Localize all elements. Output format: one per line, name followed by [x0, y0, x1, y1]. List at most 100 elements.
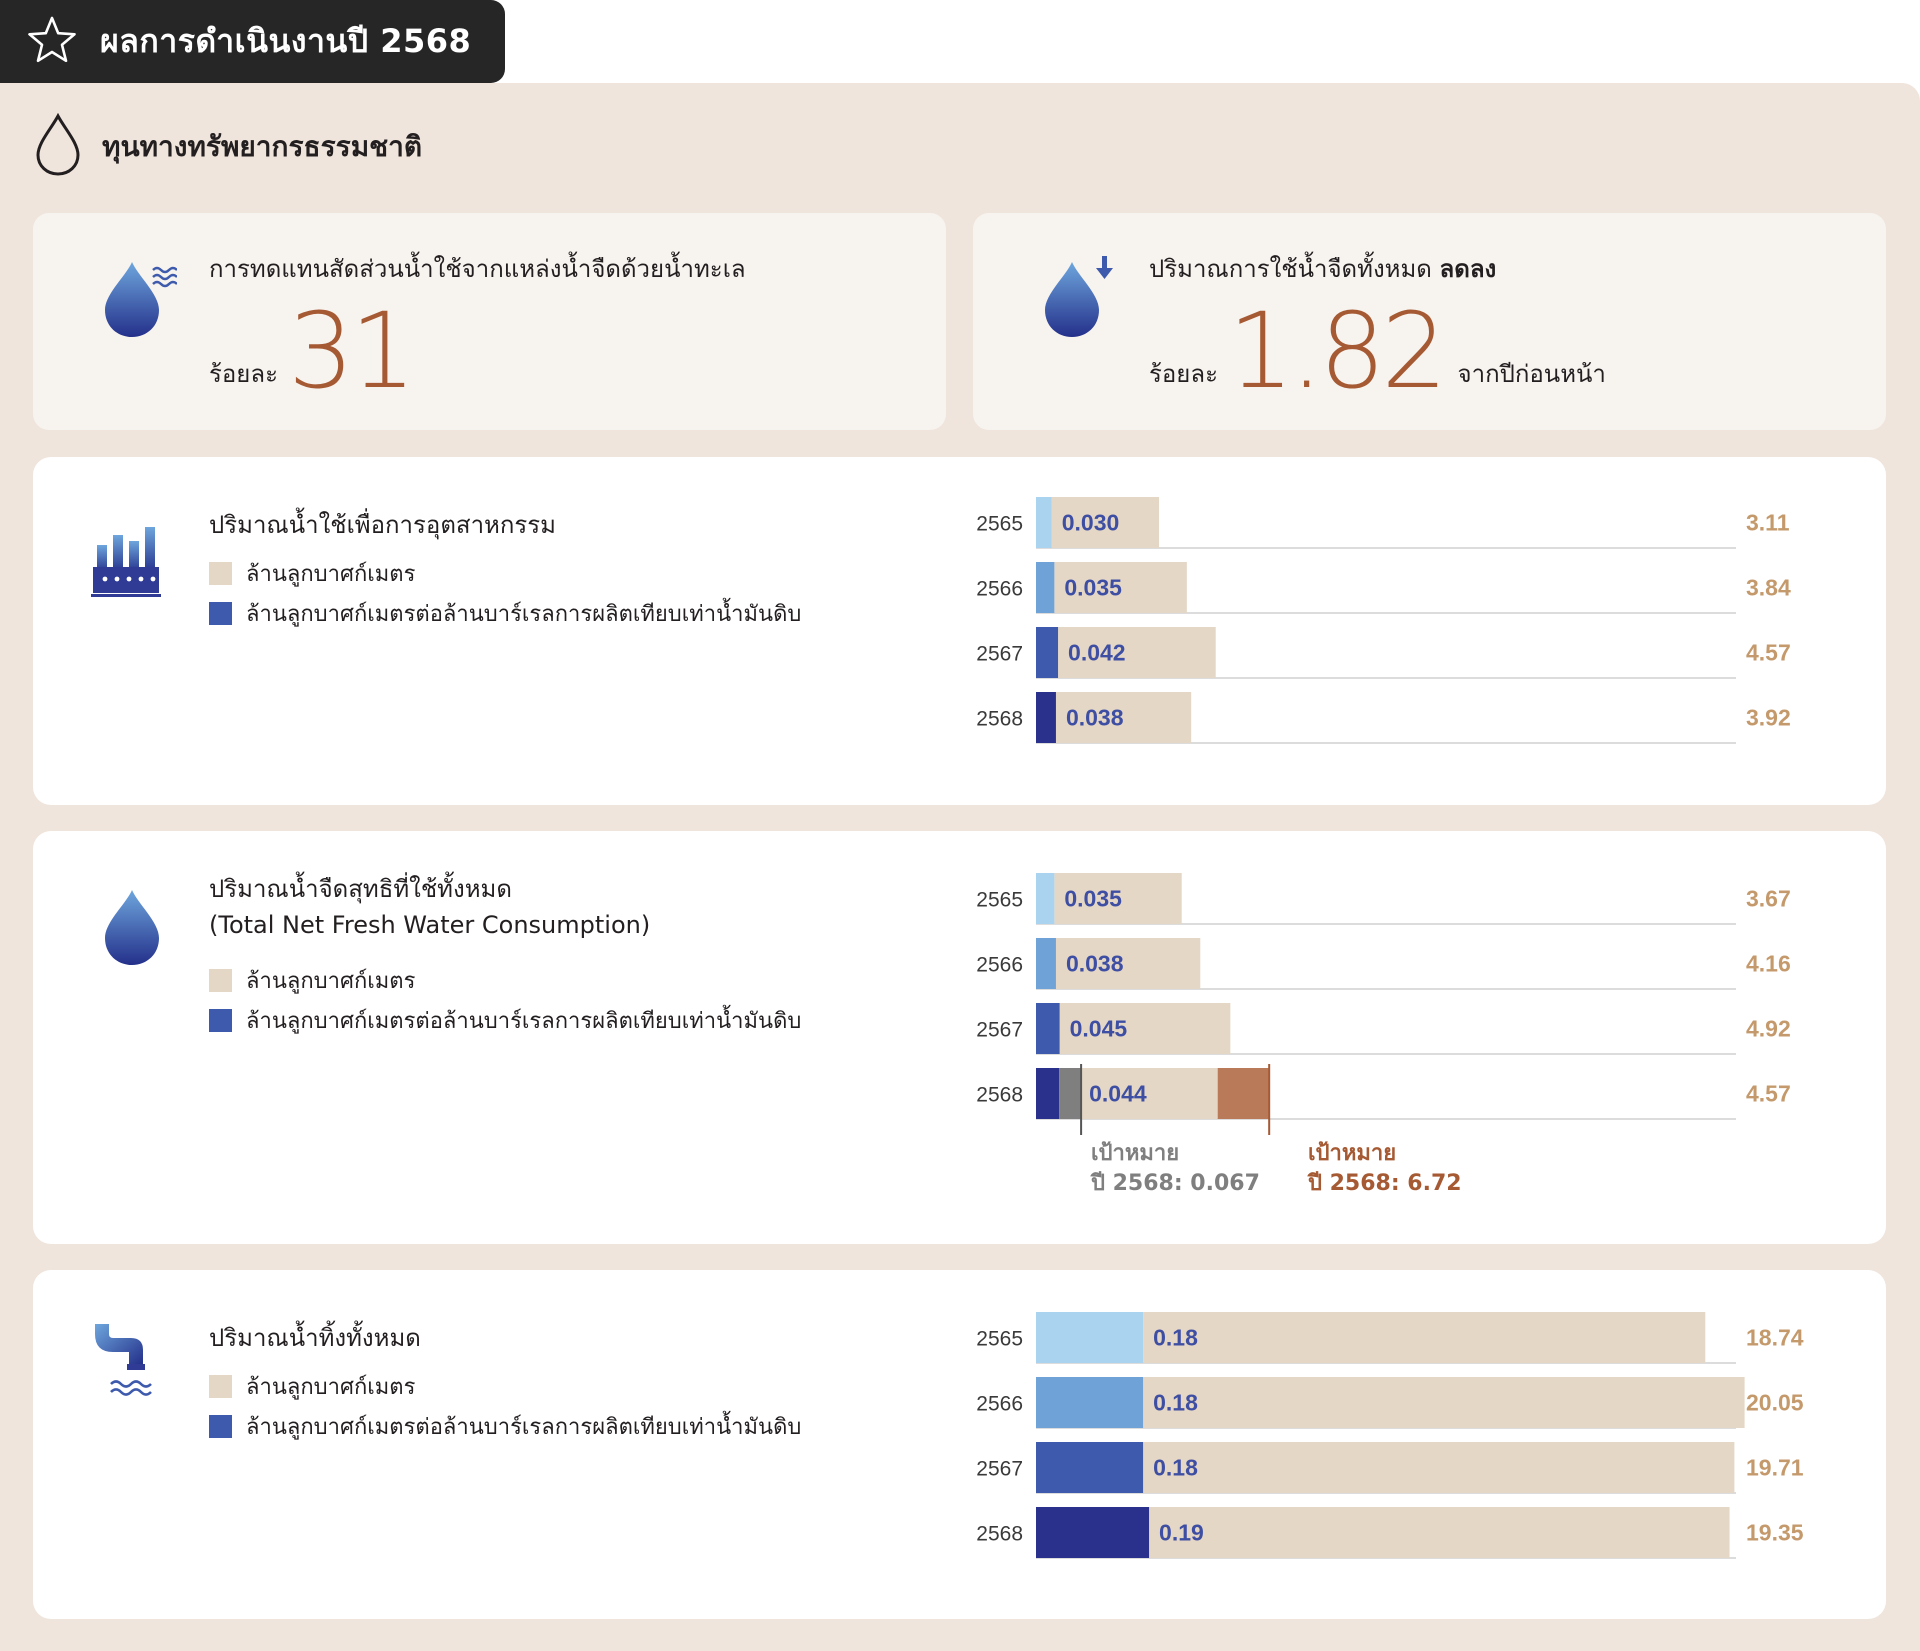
- tick-label-year: 2565: [976, 513, 1023, 536]
- bar-volume-2568: [1149, 1507, 1730, 1558]
- data-label-volume: 3.11: [1746, 510, 1790, 536]
- bar-intensity-2568: [1036, 692, 1056, 743]
- bar-intensity-2566: [1036, 562, 1055, 613]
- chart-subtitle: (Total Net Fresh Water Consumption): [209, 911, 651, 939]
- chart-title: ปริมาณน้ำจืดสุทธิที่ใช้ทั้งหมด (Total Ne…: [209, 871, 650, 943]
- chart-card-discharge-water: ปริมาณน้ำทิ้งทั้งหมด ล้านลูกบาศก์เมตร ล้…: [33, 1270, 1886, 1619]
- natural-capital-panel: ทุนทางทรัพยากรธรรมชาติ การทดแทนสัดส่วนน้…: [0, 83, 1920, 1651]
- target-bar-volume: [1217, 1068, 1270, 1119]
- tick-label-year: 2568: [976, 708, 1023, 731]
- water-drop-outline-icon: [34, 112, 82, 181]
- data-label-intensity: 0.044: [1089, 1081, 1147, 1107]
- data-label-volume: 19.35: [1746, 1520, 1804, 1546]
- kpi-value: 1.82: [1227, 290, 1448, 412]
- bar-volume-2565: [1054, 873, 1182, 924]
- kpi-prefix: ร้อยละ: [1149, 360, 1218, 388]
- bar-volume-2567: [1058, 627, 1216, 678]
- tick-label-year: 2568: [976, 1523, 1023, 1546]
- data-label-volume: 20.05: [1746, 1390, 1804, 1416]
- chart-plot: 2565 0.035 3.67 2566 0.038 4.16 2567 0.045 4.92 2…: [976, 873, 1791, 1135]
- kpi-label: ปริมาณการใช้น้ำจืดทั้งหมด ลดลง: [1149, 255, 1497, 283]
- chart-legend: ล้านลูกบาศก์เมตร ล้านลูกบาศก์เมตรต่อล้าน…: [209, 553, 801, 633]
- bar-intensity-2568: [1036, 1068, 1060, 1119]
- target-bar-intensity: [1059, 1068, 1082, 1119]
- data-label-volume: 4.92: [1746, 1016, 1791, 1042]
- data-label-intensity: 0.035: [1064, 886, 1122, 912]
- bar-intensity-2567: [1036, 1003, 1060, 1054]
- water-drop-waves-icon: [87, 248, 178, 358]
- legend-item-intensity: ล้านลูกบาศก์เมตรต่อล้านบาร์เรลการผลิตเที…: [209, 593, 801, 633]
- data-label-volume: 4.57: [1746, 1081, 1791, 1107]
- data-label-intensity: 0.18: [1153, 1325, 1198, 1351]
- page-title: ผลการดำเนินงานปี 2568: [100, 22, 472, 60]
- data-label-intensity: 0.030: [1062, 510, 1120, 536]
- chart-card-industrial-water: ปริมาณน้ำใช้เพื่อการอุตสาหกรรม ล้านลูกบา…: [33, 457, 1886, 805]
- bar-volume-2566: [1055, 938, 1201, 989]
- chart-title: ปริมาณน้ำทิ้งทั้งหมด: [209, 1324, 421, 1352]
- water-drop-down-arrow-icon: [1027, 248, 1117, 358]
- tick-label-year: 2567: [976, 1019, 1023, 1042]
- data-label-volume: 3.92: [1746, 705, 1791, 731]
- bar-intensity-2565: [1036, 1312, 1144, 1363]
- bar-volume-2568: [1059, 1068, 1218, 1119]
- bar-volume-2567: [1059, 1003, 1231, 1054]
- kpi-suffix: จากปีก่อนหน้า: [1457, 360, 1606, 388]
- section-title: ทุนทางทรัพยากรธรรมชาติ: [102, 130, 423, 163]
- data-label-intensity: 0.18: [1153, 1390, 1198, 1416]
- kpi-value: 31: [287, 290, 416, 412]
- target-label-volume: เป้าหมาย ปี 2568: 6.72: [1308, 1141, 1462, 1196]
- data-label-intensity: 0.18: [1153, 1455, 1198, 1481]
- bar-intensity-2565: [1036, 497, 1052, 548]
- water-drop-icon: [87, 876, 177, 966]
- kpi-value-row: ร้อยละ 31: [209, 293, 426, 403]
- star-icon: [26, 14, 78, 70]
- bar-volume-2566: [1143, 1377, 1745, 1428]
- legend-swatch-volume: [209, 561, 232, 585]
- chart-plot: 2565 0.18 18.74 2566 0.18 20.05 2567 0.18 19.71 2…: [976, 1312, 1804, 1559]
- bar-intensity-2566: [1036, 938, 1056, 989]
- factory-icon: [87, 517, 177, 607]
- legend-item-volume: ล้านลูกบาศก์เมตร: [209, 960, 801, 1000]
- data-label-intensity: 0.045: [1070, 1016, 1128, 1042]
- legend-item-intensity: ล้านลูกบาศก์เมตรต่อล้านบาร์เรลการผลิตเที…: [209, 1406, 801, 1446]
- legend-swatch-intensity: [209, 1414, 232, 1438]
- data-label-volume: 4.16: [1746, 951, 1791, 977]
- data-label-volume: 3.84: [1746, 575, 1791, 601]
- kpi-card-seawater-replacement: การทดแทนสัดส่วนน้ำใช้จากแหล่งน้ำจืดด้วยน…: [33, 213, 946, 430]
- data-label-volume: 4.57: [1746, 640, 1791, 666]
- bar-volume-2565: [1143, 1312, 1706, 1363]
- header-tab: ผลการดำเนินงานปี 2568: [0, 0, 505, 83]
- chart-legend: ล้านลูกบาศก์เมตร ล้านลูกบาศก์เมตรต่อล้าน…: [209, 1366, 801, 1446]
- bar-intensity-2566: [1036, 1377, 1144, 1428]
- tick-label-year: 2567: [976, 1458, 1023, 1481]
- chart-plot: 2565 0.030 3.11 2566 0.035 3.84 2567 0.042 4.57 2…: [976, 497, 1791, 744]
- bar-volume-2565: [1051, 497, 1160, 548]
- target-label-intensity: เป้าหมาย ปี 2568: 0.067: [1091, 1141, 1260, 1196]
- legend-item-volume: ล้านลูกบาศก์เมตร: [209, 553, 801, 593]
- kpi-value-row: ร้อยละ 1.82 จากปีก่อนหน้า: [1149, 293, 1606, 403]
- data-label-volume: 19.71: [1746, 1455, 1804, 1481]
- data-label-volume: 18.74: [1746, 1325, 1804, 1351]
- tick-label-year: 2567: [976, 643, 1023, 666]
- bar-intensity-2565: [1036, 873, 1055, 924]
- kpi-label: การทดแทนสัดส่วนน้ำใช้จากแหล่งน้ำจืดด้วยน…: [209, 255, 746, 283]
- tick-label-year: 2566: [976, 1393, 1023, 1416]
- tick-label-year: 2566: [976, 954, 1023, 977]
- bar-intensity-2567: [1036, 1442, 1144, 1493]
- data-label-intensity: 0.19: [1159, 1520, 1204, 1546]
- chart-card-fresh-water: ปริมาณน้ำจืดสุทธิที่ใช้ทั้งหมด (Total Ne…: [33, 831, 1886, 1244]
- tick-label-year: 2568: [976, 1084, 1023, 1107]
- bar-volume-2567: [1143, 1442, 1735, 1493]
- data-label-intensity: 0.035: [1064, 575, 1122, 601]
- bar-intensity-2567: [1036, 627, 1059, 678]
- kpi-prefix: ร้อยละ: [209, 360, 278, 388]
- bar-volume-2566: [1054, 562, 1187, 613]
- legend-swatch-intensity: [209, 601, 232, 625]
- legend-swatch-volume: [209, 1374, 232, 1398]
- legend-item-volume: ล้านลูกบาศก์เมตร: [209, 1366, 801, 1406]
- legend-swatch-intensity: [209, 1008, 232, 1032]
- discharge-pipe-icon: [87, 1320, 177, 1410]
- data-label-intensity: 0.038: [1066, 951, 1124, 977]
- bar-intensity-2568: [1036, 1507, 1150, 1558]
- legend-swatch-volume: [209, 968, 232, 992]
